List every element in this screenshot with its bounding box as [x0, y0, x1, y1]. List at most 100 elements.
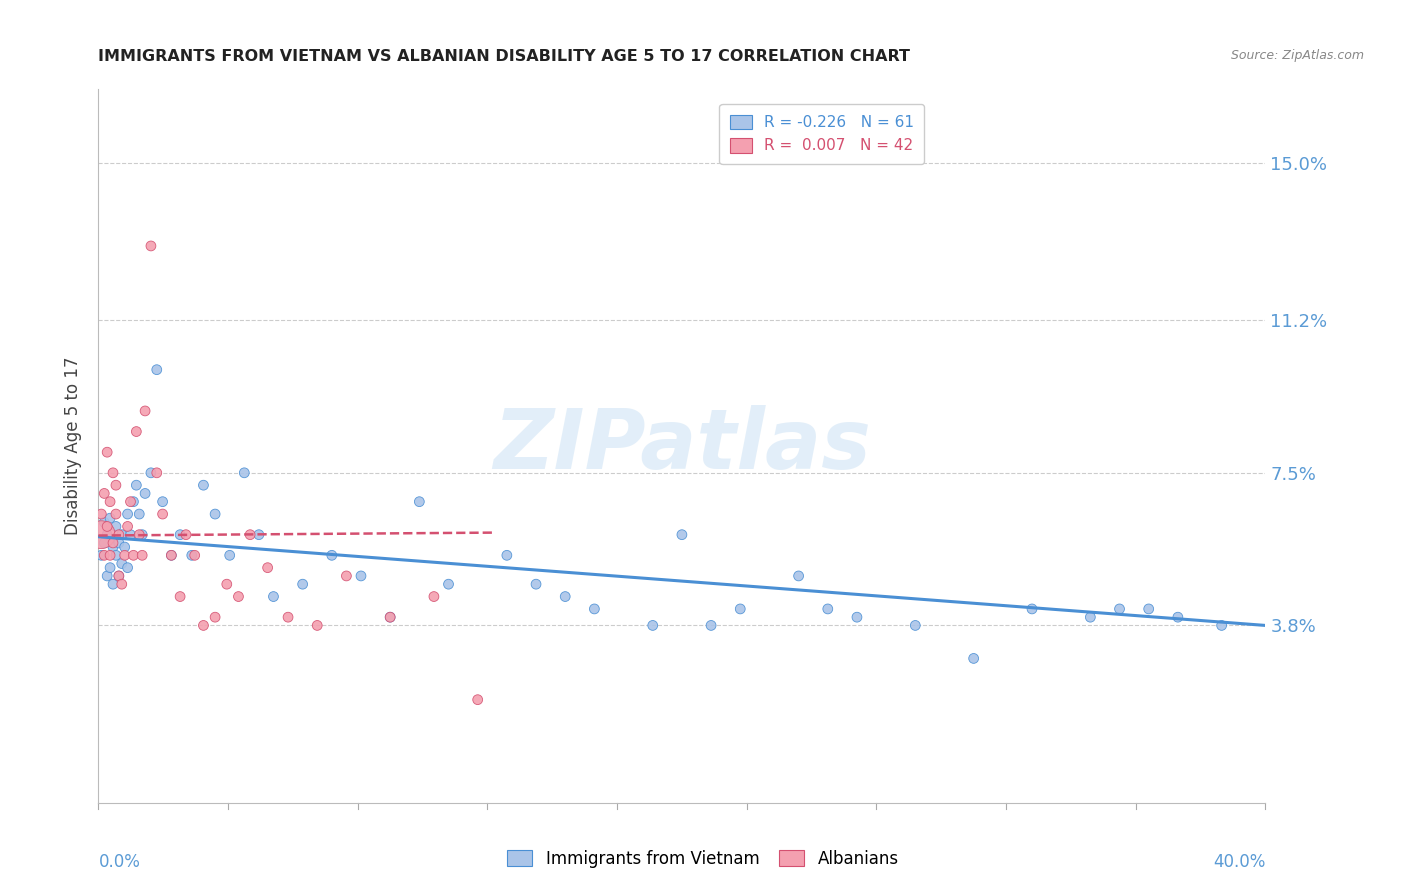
Point [845, 610, 868, 624]
Point [423, 590, 446, 604]
Point [104, 478, 127, 492]
Point [90, 507, 112, 521]
Point [218, 549, 240, 563]
Point [93, 486, 115, 500]
Text: Source: ZipAtlas.com: Source: ZipAtlas.com [1230, 49, 1364, 62]
Point [120, 527, 142, 541]
Point [98, 511, 121, 525]
Point [183, 549, 205, 563]
Point [125, 478, 148, 492]
Point [307, 618, 329, 632]
Point [524, 577, 547, 591]
Point [111, 527, 134, 541]
Point [787, 569, 810, 583]
Point [125, 425, 148, 439]
Point [93, 549, 115, 563]
Point [728, 602, 751, 616]
Point [962, 651, 984, 665]
Point [1167, 610, 1189, 624]
Point [111, 557, 134, 571]
Point [96, 519, 118, 533]
Point [90, 527, 112, 541]
Point [467, 692, 489, 706]
Legend: Immigrants from Vietnam, Albanians: Immigrants from Vietnam, Albanians [501, 844, 905, 875]
Point [291, 577, 314, 591]
Point [1080, 610, 1102, 624]
Text: 0.0%: 0.0% [98, 853, 141, 871]
Point [104, 549, 127, 563]
Point [101, 466, 124, 480]
Point [583, 602, 606, 616]
Point [169, 590, 191, 604]
Point [378, 610, 402, 624]
Point [96, 569, 118, 583]
Point [1137, 602, 1160, 616]
Point [152, 507, 174, 521]
Point [111, 577, 134, 591]
Text: ZIPatlas: ZIPatlas [494, 406, 870, 486]
Point [131, 549, 153, 563]
Point [98, 494, 121, 508]
Point [96, 445, 118, 459]
Point [108, 527, 131, 541]
Point [160, 549, 183, 563]
Point [247, 527, 270, 541]
Point [98, 549, 121, 563]
Point [174, 527, 197, 541]
Point [204, 610, 226, 624]
Point [215, 577, 238, 591]
Point [122, 494, 145, 508]
Point [93, 516, 115, 530]
Point [90, 549, 112, 563]
Point [1108, 602, 1130, 616]
Point [122, 549, 145, 563]
Point [114, 540, 136, 554]
Point [817, 602, 839, 616]
Point [495, 549, 517, 563]
Point [120, 494, 142, 508]
Point [101, 536, 124, 550]
Point [134, 486, 156, 500]
Point [98, 560, 121, 574]
Point [108, 569, 131, 583]
Point [700, 618, 723, 632]
Point [180, 549, 202, 563]
Y-axis label: Disability Age 5 to 17: Disability Age 5 to 17 [65, 357, 83, 535]
Point [239, 527, 262, 541]
Text: 40.0%: 40.0% [1213, 853, 1265, 871]
Point [1021, 602, 1043, 616]
Point [228, 590, 250, 604]
Point [204, 507, 226, 521]
Point [904, 618, 927, 632]
Point [108, 569, 131, 583]
Point [108, 536, 131, 550]
Point [146, 362, 169, 376]
Point [128, 527, 150, 541]
Legend: R = -0.226   N = 61, R =  0.007   N = 42: R = -0.226 N = 61, R = 0.007 N = 42 [720, 104, 925, 164]
Point [139, 466, 162, 480]
Point [104, 507, 127, 521]
Point [93, 536, 115, 550]
Point [262, 590, 284, 604]
Point [193, 478, 215, 492]
Point [641, 618, 664, 632]
Point [554, 590, 576, 604]
Point [128, 507, 150, 521]
Point [101, 540, 124, 554]
Point [1211, 618, 1233, 632]
Point [131, 527, 153, 541]
Point [671, 527, 693, 541]
Point [408, 494, 430, 508]
Point [193, 618, 215, 632]
Point [139, 239, 162, 253]
Point [96, 527, 118, 541]
Point [104, 519, 127, 533]
Point [152, 494, 174, 508]
Point [117, 507, 139, 521]
Point [160, 549, 183, 563]
Point [277, 610, 299, 624]
Point [114, 549, 136, 563]
Point [256, 560, 278, 574]
Point [321, 549, 343, 563]
Point [350, 569, 373, 583]
